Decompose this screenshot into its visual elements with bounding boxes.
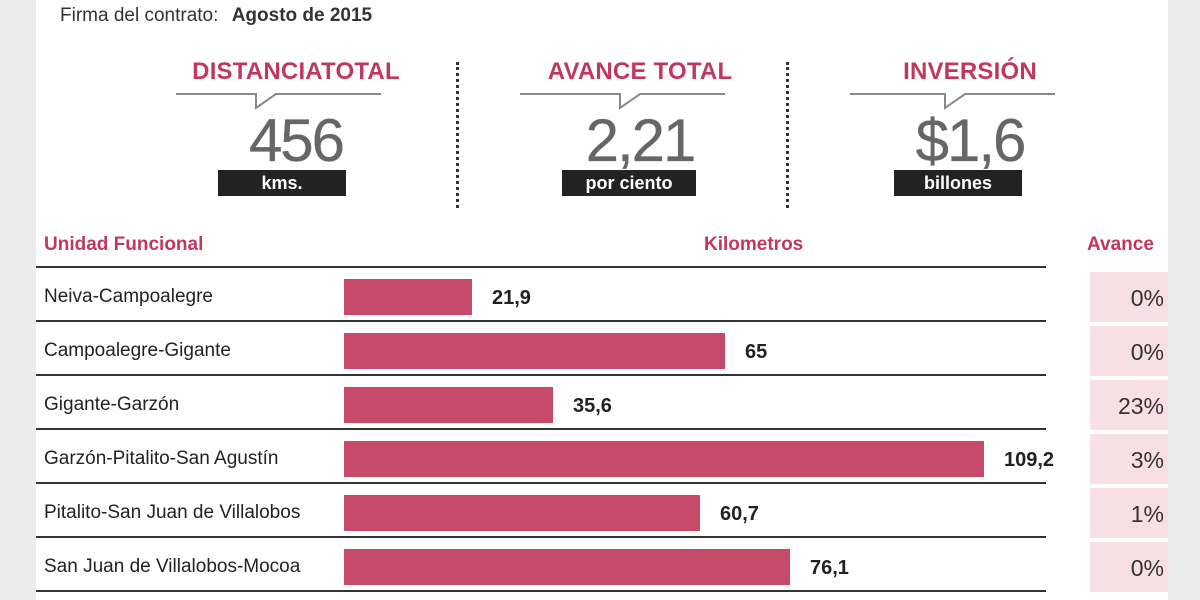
row-divider <box>36 374 1046 376</box>
header-unidad: Unidad Funcional <box>44 234 204 255</box>
stat-distance-title: DISTANCIATOTAL <box>192 58 400 85</box>
contract-value: Agosto de 2015 <box>231 5 373 26</box>
stat-investment-unit: billones <box>894 170 1022 196</box>
avance-cell: 3% <box>1090 434 1168 486</box>
category-label: Garzón-Pitalito-San Agustín <box>44 448 279 469</box>
stat-distance: DISTANCIATOTAL 456 kms. <box>176 58 416 208</box>
header-avance: Avance <box>1087 234 1154 255</box>
bar <box>344 279 472 315</box>
avance-column: 0% 0% 23% 3% 1% 0% <box>1090 272 1168 600</box>
category-label: Pitalito-San Juan de Villalobos <box>44 502 301 523</box>
infographic-panel: Firma del contrato: Agosto de 2015 DISTA… <box>36 0 1168 600</box>
row-divider <box>36 320 1046 322</box>
callout-line <box>850 93 1055 110</box>
bar-value-label: 65 <box>745 341 768 363</box>
stat-distance-number: 456 <box>248 107 345 174</box>
row-divider <box>36 482 1046 484</box>
avance-cell: 23% <box>1090 380 1168 432</box>
row-divider <box>36 428 1046 430</box>
bar <box>344 495 700 531</box>
bar-value-label: 60,7 <box>720 503 759 525</box>
bar-value-label: 109,2 <box>1004 449 1055 471</box>
stat-investment: INVERSIÓN $1,6 billones <box>850 58 1090 208</box>
avance-cell: 0% <box>1090 326 1168 378</box>
category-label: Gigante-Garzón <box>44 394 180 415</box>
avance-cell: 0% <box>1090 542 1168 594</box>
row-divider <box>36 590 1046 592</box>
bar-value-label: 76,1 <box>810 557 849 579</box>
category-label: Campoalegre-Gigante <box>44 340 231 361</box>
avance-cell: 1% <box>1090 488 1168 540</box>
divider <box>456 62 459 208</box>
bar <box>344 387 553 423</box>
bar <box>344 549 790 585</box>
row-divider <box>36 266 1046 268</box>
bar <box>344 333 725 369</box>
category-label: Neiva-Campoalegre <box>44 286 213 307</box>
contract-label: Firma del contrato: <box>60 5 219 26</box>
category-label: San Juan de Villalobos-Mocoa <box>44 556 301 577</box>
stat-progress-unit: por ciento <box>562 170 696 196</box>
row-divider <box>36 536 1046 538</box>
stat-progress-title: AVANCE TOTAL <box>547 58 733 85</box>
header-kilometros: Kilometros <box>704 234 804 255</box>
bar <box>344 441 984 477</box>
stat-progress: AVANCE TOTAL 2,21 por ciento <box>520 58 760 208</box>
stat-progress-number: 2,21 <box>585 107 696 174</box>
stat-investment-title: INVERSIÓN <box>903 58 1037 85</box>
callout-line <box>176 93 381 110</box>
bar-value-label: 35,6 <box>573 395 612 417</box>
stat-distance-unit: kms. <box>218 170 346 196</box>
callout-line <box>520 93 725 110</box>
divider <box>786 62 789 208</box>
stat-investment-number: $1,6 <box>915 107 1026 174</box>
avance-cell: 0% <box>1090 272 1168 324</box>
contract-date: Firma del contrato: Agosto de 2015 <box>60 5 372 27</box>
bar-value-label: 21,9 <box>492 287 531 309</box>
